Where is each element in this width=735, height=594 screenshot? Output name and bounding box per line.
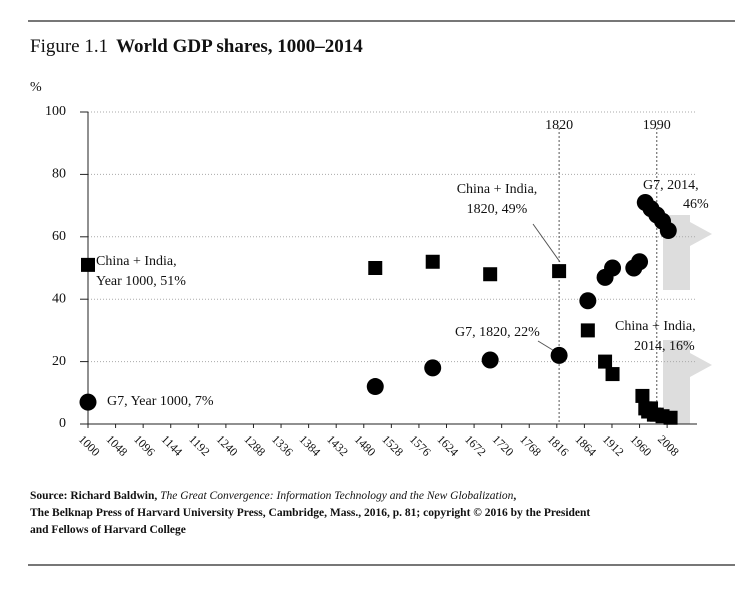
y-axis-label: % xyxy=(30,80,42,95)
x-tick-label: 1528 xyxy=(379,432,406,459)
china-india-point xyxy=(635,388,650,403)
x-tick-label: 1288 xyxy=(241,432,268,459)
annotation: China + India, xyxy=(457,182,538,197)
y-tick-label: 60 xyxy=(52,229,66,244)
gray-arrow xyxy=(663,340,712,424)
x-tick-label: 1576 xyxy=(407,432,434,459)
g7-point xyxy=(604,259,622,277)
y-tick-label: 80 xyxy=(52,167,66,182)
x-tick-label: 1048 xyxy=(104,432,131,459)
bottom-rule xyxy=(28,564,735,566)
source-line: The Belknap Press of Harvard University … xyxy=(30,505,590,522)
figure-label: Figure 1.1 xyxy=(30,36,109,57)
china-india-point xyxy=(552,264,567,279)
g7-point xyxy=(79,393,97,411)
leader-line xyxy=(532,223,561,263)
china-india-point xyxy=(663,410,678,425)
y-tick-label: 0 xyxy=(59,416,66,431)
china-india-point xyxy=(598,354,613,369)
china-india-point xyxy=(580,323,595,338)
y-tick-label: 100 xyxy=(45,104,66,119)
g7-point xyxy=(579,292,597,310)
source-book: The Great Convergence: Information Techn… xyxy=(160,490,514,502)
x-tick-label: 1864 xyxy=(572,432,599,459)
source-line: Source: Richard Baldwin, The Great Conve… xyxy=(30,488,590,505)
x-tick-label: 1096 xyxy=(131,432,158,459)
annotation: Year 1000, 51% xyxy=(96,274,186,289)
annotation: 1820, 49% xyxy=(467,202,528,217)
china-india-point xyxy=(483,267,498,282)
reference-label: 1990 xyxy=(643,118,671,133)
x-tick-label: 1480 xyxy=(352,432,379,459)
x-tick-label: 1336 xyxy=(269,432,296,459)
g7-point xyxy=(659,222,677,240)
x-tick-label: 1672 xyxy=(462,432,489,459)
annotation: G7, 2014, xyxy=(643,178,699,193)
g7-point xyxy=(550,346,568,364)
annotation: 2014, 16% xyxy=(634,339,695,354)
source-line: and Fellows of Harvard College xyxy=(30,522,590,539)
source-note: Source: Richard Baldwin, The Great Conve… xyxy=(30,488,590,539)
source-text: , xyxy=(513,490,517,502)
annotation: China + India, xyxy=(96,254,177,269)
x-tick-label: 1432 xyxy=(324,432,351,459)
china-india-point xyxy=(368,261,383,275)
g7-point xyxy=(366,378,384,396)
x-tick-label: 1000 xyxy=(76,432,103,459)
x-tick-label: 1768 xyxy=(517,432,544,459)
source-text: The Belknap Press of Harvard University … xyxy=(30,507,591,519)
x-tick-label: 1912 xyxy=(600,432,627,459)
source-text: Source: Richard Baldwin, xyxy=(30,490,161,502)
annotation: G7, 1820, 22% xyxy=(455,325,540,340)
x-tick-label: 1384 xyxy=(297,432,324,459)
x-tick-label: 1816 xyxy=(545,432,572,459)
source-text: and Fellows of Harvard College xyxy=(30,524,186,536)
g7-point xyxy=(481,351,499,369)
china-india-point xyxy=(605,367,620,382)
chart-title: World GDP shares, 1000–2014 xyxy=(116,36,363,57)
china-india-point xyxy=(425,254,440,269)
china-india-point xyxy=(81,257,95,272)
x-tick-label: 1144 xyxy=(159,432,186,459)
figure-title: Figure 1.1 World GDP shares, 1000–2014 xyxy=(30,36,363,58)
x-tick-label: 1624 xyxy=(434,432,461,459)
y-tick-label: 40 xyxy=(52,291,66,306)
x-tick-label: 1240 xyxy=(214,432,241,459)
g7-point xyxy=(424,359,442,377)
annotation: G7, Year 1000, 7% xyxy=(107,394,214,409)
x-tick-label: 1192 xyxy=(186,432,213,459)
y-tick-label: 20 xyxy=(52,354,66,369)
annotation: China + India, xyxy=(615,319,696,334)
x-tick-label: 2008 xyxy=(655,432,682,459)
reference-label: 1820 xyxy=(545,118,573,133)
x-tick-label: 1720 xyxy=(490,432,517,459)
annotation: 46% xyxy=(683,197,709,212)
top-rule xyxy=(28,20,735,22)
g7-point xyxy=(631,253,649,271)
x-tick-label: 1960 xyxy=(627,432,654,459)
